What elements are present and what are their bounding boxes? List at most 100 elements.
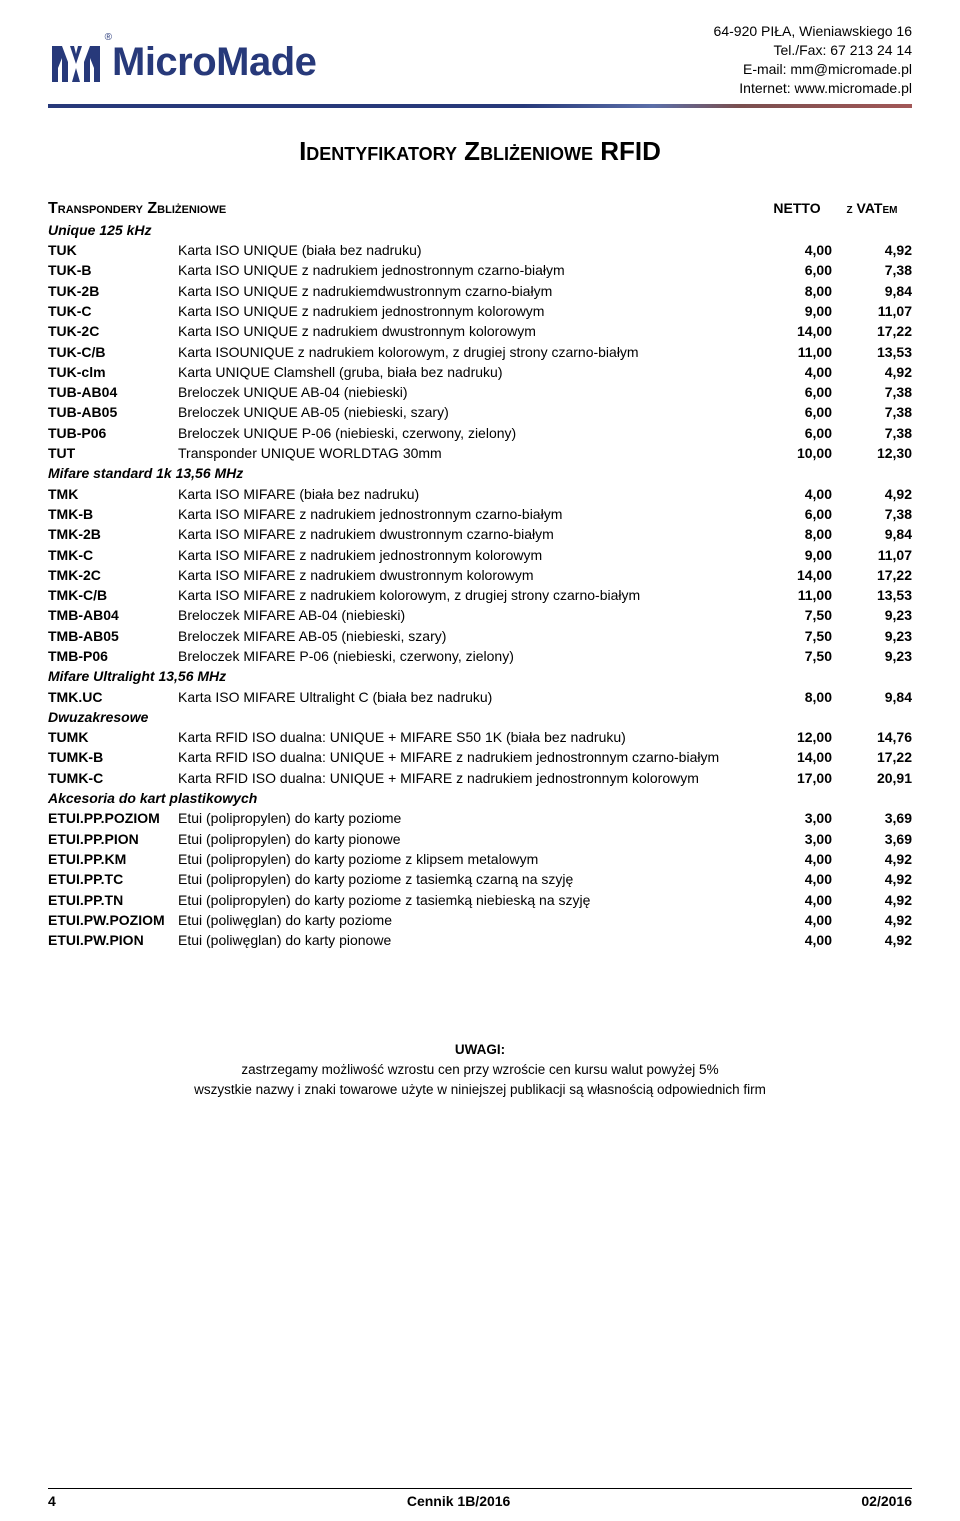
footer-page: 4 <box>48 1493 56 1509</box>
group-header: Dwuzakresowe <box>48 707 912 727</box>
cell-netto: 6,00 <box>762 382 832 402</box>
cell-netto: 4,00 <box>762 890 832 910</box>
cell-vat: 4,92 <box>832 849 912 869</box>
cell-vat: 4,92 <box>832 240 912 260</box>
cell-netto: 9,00 <box>762 301 832 321</box>
table-row: TMB-P06Breloczek MIFARE P-06 (niebieski,… <box>48 646 912 666</box>
cell-desc: Breloczek MIFARE P-06 (niebieski, czerwo… <box>178 646 762 666</box>
cell-code: ETUI.PP.TC <box>48 869 178 889</box>
cell-vat: 7,38 <box>832 504 912 524</box>
cell-code: TUMK <box>48 727 178 747</box>
cell-netto: 17,00 <box>762 768 832 788</box>
cell-desc: Karta UNIQUE Clamshell (gruba, biała bez… <box>178 362 762 382</box>
table-row: TUK-2BKarta ISO UNIQUE z nadrukiemdwustr… <box>48 281 912 301</box>
cell-desc: Karta ISO MIFARE z nadrukiem dwustronnym… <box>178 565 762 585</box>
cell-code: TMK.UC <box>48 687 178 707</box>
cell-code: TUB-AB04 <box>48 382 178 402</box>
cell-desc: Etui (polipropylen) do karty poziome z t… <box>178 869 762 889</box>
table-row: TUK-CKarta ISO UNIQUE z nadrukiem jednos… <box>48 301 912 321</box>
cell-desc: Karta ISO UNIQUE z nadrukiem jednostronn… <box>178 260 762 280</box>
table-row: TUB-AB05Breloczek UNIQUE AB-05 (niebiesk… <box>48 402 912 422</box>
cell-vat: 4,92 <box>832 362 912 382</box>
cell-netto: 4,00 <box>762 484 832 504</box>
cell-netto: 6,00 <box>762 423 832 443</box>
table-row: TMK-C/BKarta ISO MIFARE z nadrukiem kolo… <box>48 585 912 605</box>
cell-desc: Karta ISO UNIQUE z nadrukiem dwustronnym… <box>178 321 762 341</box>
cell-vat: 12,30 <box>832 443 912 463</box>
cell-netto: 10,00 <box>762 443 832 463</box>
contact-web: Internet: www.micromade.pl <box>714 79 912 98</box>
cell-netto: 11,00 <box>762 585 832 605</box>
cell-netto: 14,00 <box>762 565 832 585</box>
cell-vat: 17,22 <box>832 565 912 585</box>
section-label: Transpondery Zbliżeniowe <box>48 197 762 220</box>
table-row: TUMK-CKarta RFID ISO dualna: UNIQUE + MI… <box>48 768 912 788</box>
cell-netto: 6,00 <box>762 504 832 524</box>
cell-desc: Etui (polipropylen) do karty poziome z t… <box>178 890 762 910</box>
table-row: TMK.UCKarta ISO MIFARE Ultralight C (bia… <box>48 687 912 707</box>
cell-desc: Breloczek UNIQUE P-06 (niebieski, czerwo… <box>178 423 762 443</box>
group-header: Mifare standard 1k 13,56 MHz <box>48 463 912 483</box>
table-row: TMK-2CKarta ISO MIFARE z nadrukiem dwust… <box>48 565 912 585</box>
cell-netto: 4,00 <box>762 869 832 889</box>
cell-code: ETUI.PW.PION <box>48 930 178 950</box>
cell-code: TUK-2B <box>48 281 178 301</box>
cell-code: TUB-AB05 <box>48 402 178 422</box>
cell-desc: Karta RFID ISO dualna: UNIQUE + MIFARE S… <box>178 727 762 747</box>
cell-vat: 9,23 <box>832 605 912 625</box>
table-row: TUMKKarta RFID ISO dualna: UNIQUE + MIFA… <box>48 727 912 747</box>
cell-vat: 9,23 <box>832 626 912 646</box>
cell-desc: Breloczek UNIQUE AB-04 (niebieski) <box>178 382 762 402</box>
cell-desc: Karta RFID ISO dualna: UNIQUE + MIFARE z… <box>178 768 762 788</box>
cell-code: ETUI.PP.PION <box>48 829 178 849</box>
table-row: TUK-2CKarta ISO UNIQUE z nadrukiem dwust… <box>48 321 912 341</box>
contact-address: 64-920 PIŁA, Wieniawskiego 16 <box>714 22 912 41</box>
cell-vat: 3,69 <box>832 829 912 849</box>
cell-vat: 11,07 <box>832 301 912 321</box>
registered-mark: ® <box>105 32 112 43</box>
cell-vat: 3,69 <box>832 808 912 828</box>
cell-desc: Karta ISO MIFARE Ultralight C (biała bez… <box>178 687 762 707</box>
group-name: Mifare standard 1k 13,56 MHz <box>48 463 762 483</box>
cell-netto: 4,00 <box>762 849 832 869</box>
cell-code: TMB-AB05 <box>48 626 178 646</box>
contact-block: 64-920 PIŁA, Wieniawskiego 16 Tel./Fax: … <box>714 20 912 98</box>
cell-netto: 3,00 <box>762 808 832 828</box>
logo-block: ® MicroMade <box>48 20 316 90</box>
cell-code: TMK-2C <box>48 565 178 585</box>
cell-netto: 4,00 <box>762 362 832 382</box>
cell-desc: Karta ISO UNIQUE (biała bez nadruku) <box>178 240 762 260</box>
cell-netto: 14,00 <box>762 321 832 341</box>
cell-desc: Etui (poliwęglan) do karty pionowe <box>178 930 762 950</box>
cell-code: ETUI.PW.POZIOM <box>48 910 178 930</box>
cell-vat: 13,53 <box>832 585 912 605</box>
cell-vat: 9,84 <box>832 524 912 544</box>
table-row: ETUI.PP.POZIOMEtui (polipropylen) do kar… <box>48 808 912 828</box>
cell-netto: 7,50 <box>762 605 832 625</box>
cell-netto: 8,00 <box>762 281 832 301</box>
table-row: TUMK-BKarta RFID ISO dualna: UNIQUE + MI… <box>48 747 912 767</box>
cell-code: TMK-2B <box>48 524 178 544</box>
cell-netto: 8,00 <box>762 687 832 707</box>
cell-desc: Karta ISO MIFARE z nadrukiem kolorowym, … <box>178 585 762 605</box>
cell-desc: Karta ISOUNIQUE z nadrukiem kolorowym, z… <box>178 342 762 362</box>
cell-netto: 6,00 <box>762 402 832 422</box>
cell-netto: 7,50 <box>762 646 832 666</box>
cell-netto: 4,00 <box>762 930 832 950</box>
cell-netto: 4,00 <box>762 240 832 260</box>
cell-desc: Karta ISO MIFARE z nadrukiem dwustronnym… <box>178 524 762 544</box>
table-row: TMK-CKarta ISO MIFARE z nadrukiem jednos… <box>48 545 912 565</box>
cell-desc: Karta ISO MIFARE (biała bez nadruku) <box>178 484 762 504</box>
cell-vat: 7,38 <box>832 382 912 402</box>
cell-vat: 20,91 <box>832 768 912 788</box>
cell-code: TUMK-B <box>48 747 178 767</box>
cell-code: TUK-clm <box>48 362 178 382</box>
cell-vat: 7,38 <box>832 423 912 443</box>
table-row: TMB-AB05Breloczek MIFARE AB-05 (niebiesk… <box>48 626 912 646</box>
footer-center: Cennik 1B/2016 <box>407 1493 511 1509</box>
cell-desc: Transponder UNIQUE WORLDTAG 30mm <box>178 443 762 463</box>
table-row: ETUI.PW.POZIOMEtui (poliwęglan) do karty… <box>48 910 912 930</box>
footer-right: 02/2016 <box>861 1493 912 1509</box>
cell-vat: 9,23 <box>832 646 912 666</box>
cell-desc: Etui (polipropylen) do karty pionowe <box>178 829 762 849</box>
